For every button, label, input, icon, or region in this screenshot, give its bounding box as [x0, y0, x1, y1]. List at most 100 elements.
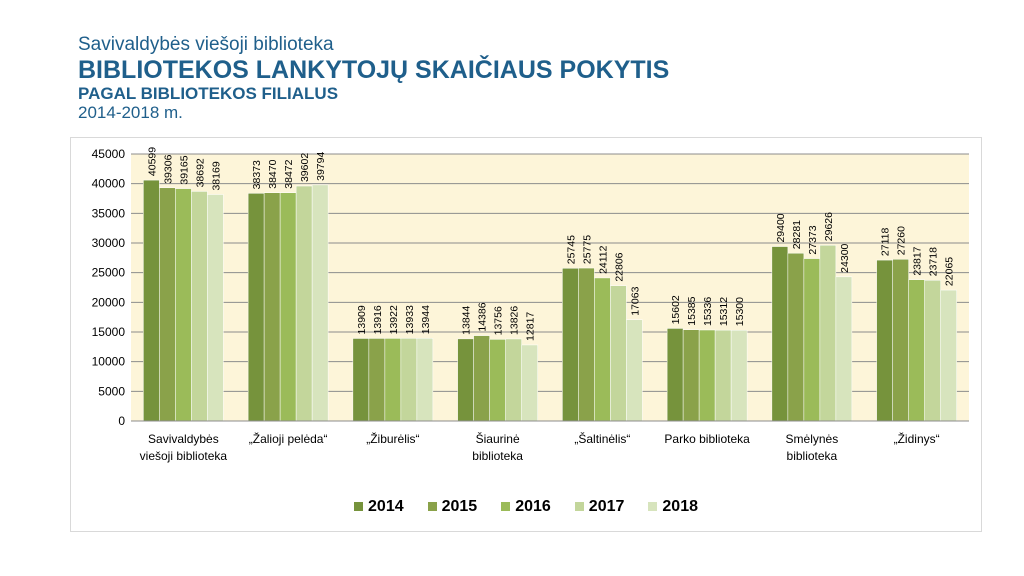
data-label: 39602	[299, 153, 311, 182]
data-label: 14386	[477, 302, 489, 331]
bar	[682, 329, 700, 422]
bar	[698, 329, 716, 422]
legend-swatch	[648, 502, 658, 512]
bar	[352, 338, 370, 422]
bar	[714, 329, 732, 422]
data-label: 27373	[807, 225, 819, 254]
data-label: 15312	[718, 297, 730, 326]
data-label: 13909	[356, 305, 368, 334]
legend-item: 2017	[574, 498, 625, 516]
data-label: 13916	[372, 305, 384, 334]
y-tick-label: 45000	[92, 147, 126, 161]
y-tick-label: 15000	[92, 325, 126, 339]
year-range: 2014-2018 m.	[78, 103, 183, 122]
data-label: 13922	[388, 305, 400, 334]
bar	[143, 179, 160, 422]
x-tick-label: viešoji biblioteka	[140, 449, 228, 463]
data-label: 28281	[791, 220, 803, 249]
legend-swatch	[574, 502, 584, 512]
bar	[311, 184, 329, 422]
bar	[594, 277, 611, 422]
data-label: 12817	[525, 312, 537, 341]
data-label: 24300	[839, 243, 851, 272]
x-tick-label: „Šaltinėlis“	[574, 431, 630, 446]
bar	[295, 185, 313, 422]
legend-swatch	[354, 502, 364, 512]
bar	[159, 187, 176, 422]
bar	[771, 246, 789, 422]
legend-swatch	[427, 502, 437, 512]
data-label: 25745	[565, 235, 577, 264]
data-label: 27260	[896, 226, 908, 255]
y-tick-label: 40000	[92, 177, 126, 191]
bar	[175, 188, 192, 422]
org-name: Savivaldybės viešoji biblioteka	[78, 34, 334, 55]
bar	[279, 192, 297, 422]
bar	[457, 338, 474, 422]
x-tick-label: Savivaldybės	[148, 432, 219, 446]
legend-label: 2014	[368, 498, 404, 515]
data-label: 15385	[686, 296, 698, 325]
data-label: 15336	[702, 297, 714, 326]
bar	[787, 252, 805, 422]
bar	[473, 335, 490, 422]
data-label: 39794	[315, 152, 327, 181]
y-tick-label: 25000	[92, 266, 126, 280]
header: Savivaldybės viešoji biblioteka BIBLIOTE…	[78, 34, 669, 123]
data-label: 40599	[146, 147, 158, 176]
data-label: 38692	[194, 158, 206, 187]
bar	[892, 259, 909, 422]
y-tick-label: 0	[118, 414, 125, 428]
bar	[626, 319, 643, 422]
bar	[835, 276, 853, 422]
data-label: 29626	[823, 212, 835, 241]
x-tick-label: biblioteka	[472, 449, 523, 463]
legend-label: 2017	[588, 498, 625, 515]
data-label: 22806	[613, 252, 625, 281]
chart-container: 0 5000 10000 15000 20000 25000 30000 35000 40000…	[70, 137, 982, 532]
x-tick-label: biblioteka	[787, 449, 838, 463]
data-label: 13756	[493, 306, 505, 335]
bar-chart: 0 5000 10000 15000 20000 25000 30000 35000 40000…	[92, 147, 969, 463]
bar	[610, 285, 627, 422]
bar	[666, 328, 684, 422]
legend-item: 2016	[501, 498, 551, 516]
bar	[924, 280, 941, 422]
y-tick-label: 35000	[92, 206, 126, 220]
data-label: 23817	[912, 246, 924, 275]
legend-label: 2015	[441, 498, 478, 515]
data-label: 13844	[461, 306, 473, 335]
page-subtitle: PAGAL BIBLIOTEKOS FILIALUS	[78, 84, 339, 103]
bar	[578, 267, 595, 422]
y-tick-label: 10000	[92, 355, 126, 369]
bar	[730, 329, 748, 422]
data-label: 13933	[404, 305, 416, 334]
bar	[263, 192, 281, 422]
data-label: 38472	[283, 159, 295, 188]
legend-label: 2016	[515, 498, 551, 515]
legend-item: 2018	[648, 498, 698, 516]
data-label: 25775	[581, 235, 593, 264]
legend-item: 2015	[427, 498, 478, 516]
bar	[384, 338, 402, 422]
bar	[416, 338, 434, 422]
data-label: 38373	[251, 160, 263, 189]
bar	[247, 193, 265, 422]
data-label: 38470	[267, 159, 279, 188]
bar	[940, 289, 957, 422]
bar	[400, 338, 418, 422]
data-label: 13944	[420, 305, 432, 334]
bar	[803, 258, 821, 422]
data-label: 39165	[178, 155, 190, 184]
x-tick-label: „Židinys“	[894, 431, 940, 446]
bar	[908, 279, 925, 422]
bar	[489, 339, 506, 422]
bar	[521, 344, 538, 422]
chart-legend: 2014 2015 2016 2017 2018	[71, 498, 981, 516]
x-tick-label: Šiaurinė	[476, 431, 520, 446]
bar	[505, 338, 522, 422]
y-tick-label: 5000	[98, 384, 125, 398]
bar	[562, 267, 579, 422]
page-title: BIBLIOTEKOS LANKYTOJŲ SKAIČIAUS POKYTIS	[78, 56, 670, 84]
bar	[207, 194, 224, 422]
